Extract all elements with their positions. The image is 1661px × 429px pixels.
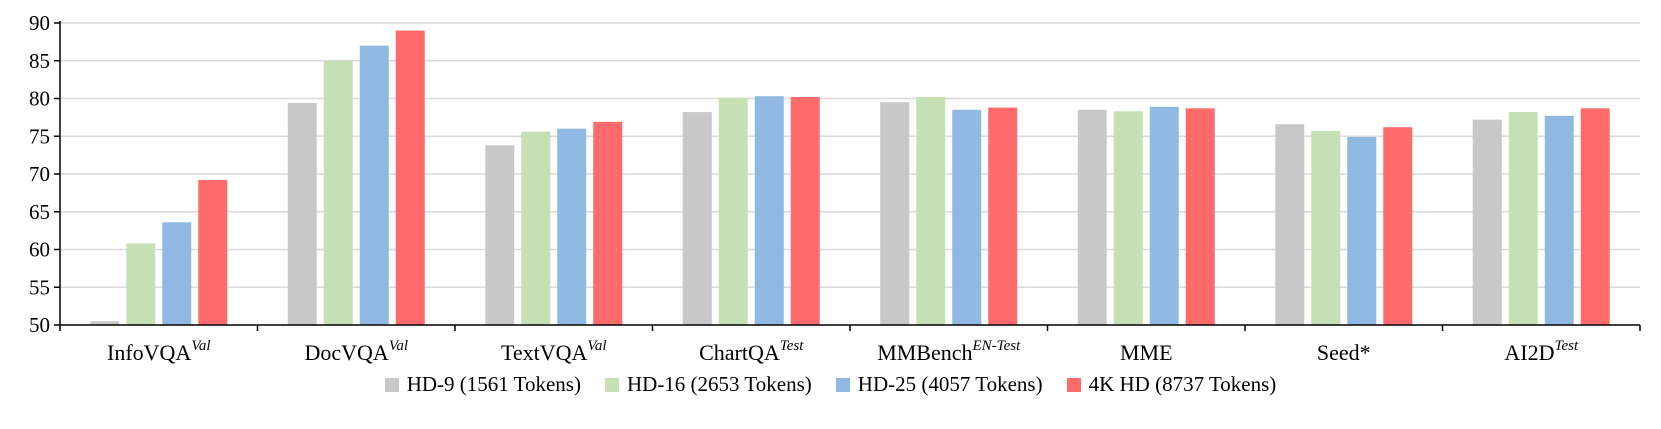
bar xyxy=(1508,112,1538,325)
bar xyxy=(718,97,748,326)
bar xyxy=(952,109,982,325)
bar xyxy=(1383,127,1413,325)
x-tick-label: InfoVQAVal xyxy=(107,338,211,365)
bar xyxy=(90,321,120,325)
x-axis-labels: InfoVQAVal DocVQAVal TextVQAVal ChartQATest… xyxy=(107,338,1579,365)
legend-item: HD-9 (1561 Tokens) xyxy=(384,372,581,397)
bar xyxy=(1113,111,1143,326)
y-tick-label: 60 xyxy=(29,238,50,262)
bar xyxy=(162,222,192,325)
bar xyxy=(988,107,1018,325)
bar xyxy=(1544,115,1574,326)
x-tick-label: Seed* xyxy=(1317,340,1371,365)
legend-swatch xyxy=(835,377,850,392)
bar xyxy=(1580,108,1610,325)
bar xyxy=(790,96,820,326)
y-axis-ticks: 50 55 60 65 70 75 80 85 90 xyxy=(29,11,60,337)
bar xyxy=(916,96,946,326)
bar xyxy=(323,60,353,325)
bar xyxy=(1077,109,1107,325)
legend-label: HD-25 (4057 Tokens) xyxy=(857,372,1043,396)
y-tick-label: 70 xyxy=(29,162,50,186)
legend-swatch xyxy=(604,377,619,392)
y-tick-label: 50 xyxy=(29,313,50,337)
y-tick-label: 65 xyxy=(29,200,50,224)
y-tick-label: 55 xyxy=(29,275,50,299)
bar xyxy=(880,102,910,326)
y-tick-label: 75 xyxy=(29,124,50,148)
legend-label: HD-9 (1561 Tokens) xyxy=(406,372,581,396)
legend-item: HD-16 (2653 Tokens) xyxy=(604,372,812,397)
legend: HD-9 (1561 Tokens) HD-16 (2653 Tokens) HD-… xyxy=(0,372,1661,397)
bar xyxy=(198,180,228,325)
bar xyxy=(359,45,389,326)
y-tick-label: 85 xyxy=(29,49,50,73)
legend-item: HD-25 (4057 Tokens) xyxy=(835,372,1043,397)
x-tick-label: MME xyxy=(1120,340,1173,365)
bar xyxy=(521,131,551,325)
legend-swatch xyxy=(384,377,399,392)
x-tick-label: MMBenchEN-Test xyxy=(877,338,1021,365)
bar xyxy=(1347,137,1377,325)
bar xyxy=(754,96,784,325)
gridlines xyxy=(60,22,1640,288)
bar xyxy=(1185,108,1215,325)
bars xyxy=(90,30,1610,326)
x-tick-label: ChartQATest xyxy=(699,338,804,365)
bar xyxy=(593,121,623,325)
bar xyxy=(1275,124,1305,325)
bar xyxy=(557,128,587,325)
bar xyxy=(1311,130,1341,325)
bar xyxy=(1472,119,1502,325)
bar xyxy=(395,30,425,326)
y-tick-label: 80 xyxy=(29,87,50,111)
x-tick-label: TextVQAVal xyxy=(501,338,607,365)
bar xyxy=(126,243,156,325)
legend-label: 4K HD (8737 Tokens) xyxy=(1088,372,1277,396)
axes xyxy=(59,21,1641,331)
bar xyxy=(682,112,712,325)
x-tick-label: DocVQAVal xyxy=(305,338,409,365)
legend-item: 4K HD (8737 Tokens) xyxy=(1066,372,1277,397)
bar xyxy=(485,145,515,325)
legend-label: HD-16 (2653 Tokens) xyxy=(626,372,812,396)
bar xyxy=(1149,106,1179,326)
x-tick-label: AI2DTest xyxy=(1504,338,1579,365)
legend-swatch xyxy=(1066,377,1081,392)
bar xyxy=(287,103,317,325)
y-tick-label: 90 xyxy=(29,11,50,35)
